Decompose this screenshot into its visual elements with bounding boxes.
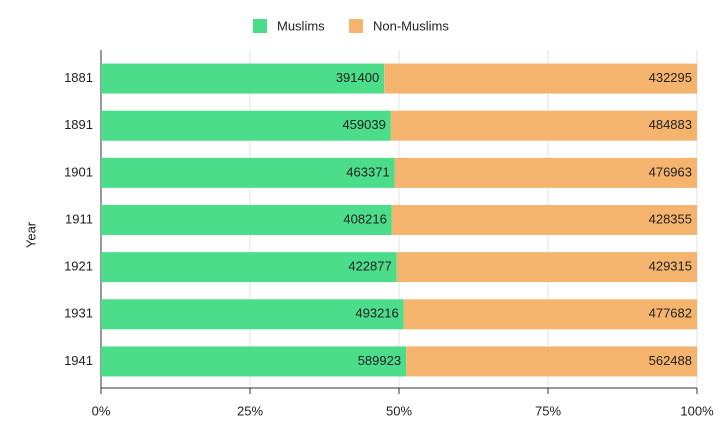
y-tick-label: 1901 xyxy=(64,164,93,179)
x-tick-label: 0% xyxy=(92,403,111,418)
data-label: 484883 xyxy=(649,117,692,132)
legend-label: Muslims xyxy=(277,18,325,33)
bar-segment xyxy=(384,63,697,94)
data-label: 429315 xyxy=(649,259,692,274)
bar-segment xyxy=(101,299,404,330)
data-label: 477682 xyxy=(649,306,692,321)
y-tick-label: 1941 xyxy=(64,353,93,368)
bar-segment xyxy=(403,299,697,330)
bar-segment xyxy=(101,63,385,94)
x-tick-label: 100% xyxy=(680,403,714,418)
bar-segment xyxy=(394,157,697,188)
bar-segment xyxy=(391,205,697,235)
bar-segment xyxy=(101,205,392,235)
x-tick-label: 25% xyxy=(237,403,263,418)
y-tick-label: 1931 xyxy=(64,306,93,321)
legend-label: Non-Muslims xyxy=(373,18,449,33)
bar-segment xyxy=(396,252,697,283)
legend-swatch xyxy=(253,19,267,33)
data-label: 432295 xyxy=(649,70,692,85)
data-label: 408216 xyxy=(343,211,386,226)
data-label: 589923 xyxy=(358,353,401,368)
x-tick-label: 50% xyxy=(386,403,412,418)
data-label: 562488 xyxy=(649,353,692,368)
bar-segment xyxy=(406,346,697,377)
y-tick-label: 1921 xyxy=(64,259,93,274)
bar-segment xyxy=(101,157,395,188)
bar-segment xyxy=(101,110,391,141)
y-axis-title: Year xyxy=(23,221,38,248)
y-tick-label: 1911 xyxy=(65,211,93,226)
legend-swatch xyxy=(349,19,363,33)
data-label: 422877 xyxy=(348,259,391,274)
y-tick-label: 1881 xyxy=(64,70,93,85)
y-tick-label: 1891 xyxy=(64,117,93,132)
bar-segment xyxy=(101,252,397,283)
x-tick-label: 75% xyxy=(535,403,561,418)
bar-segment xyxy=(101,346,407,377)
data-label: 459039 xyxy=(342,117,385,132)
bar-segment xyxy=(390,110,697,141)
data-label: 463371 xyxy=(346,164,389,179)
data-label: 428355 xyxy=(649,211,692,226)
data-label: 476963 xyxy=(649,164,692,179)
data-label: 391400 xyxy=(336,70,379,85)
data-label: 493216 xyxy=(355,306,398,321)
